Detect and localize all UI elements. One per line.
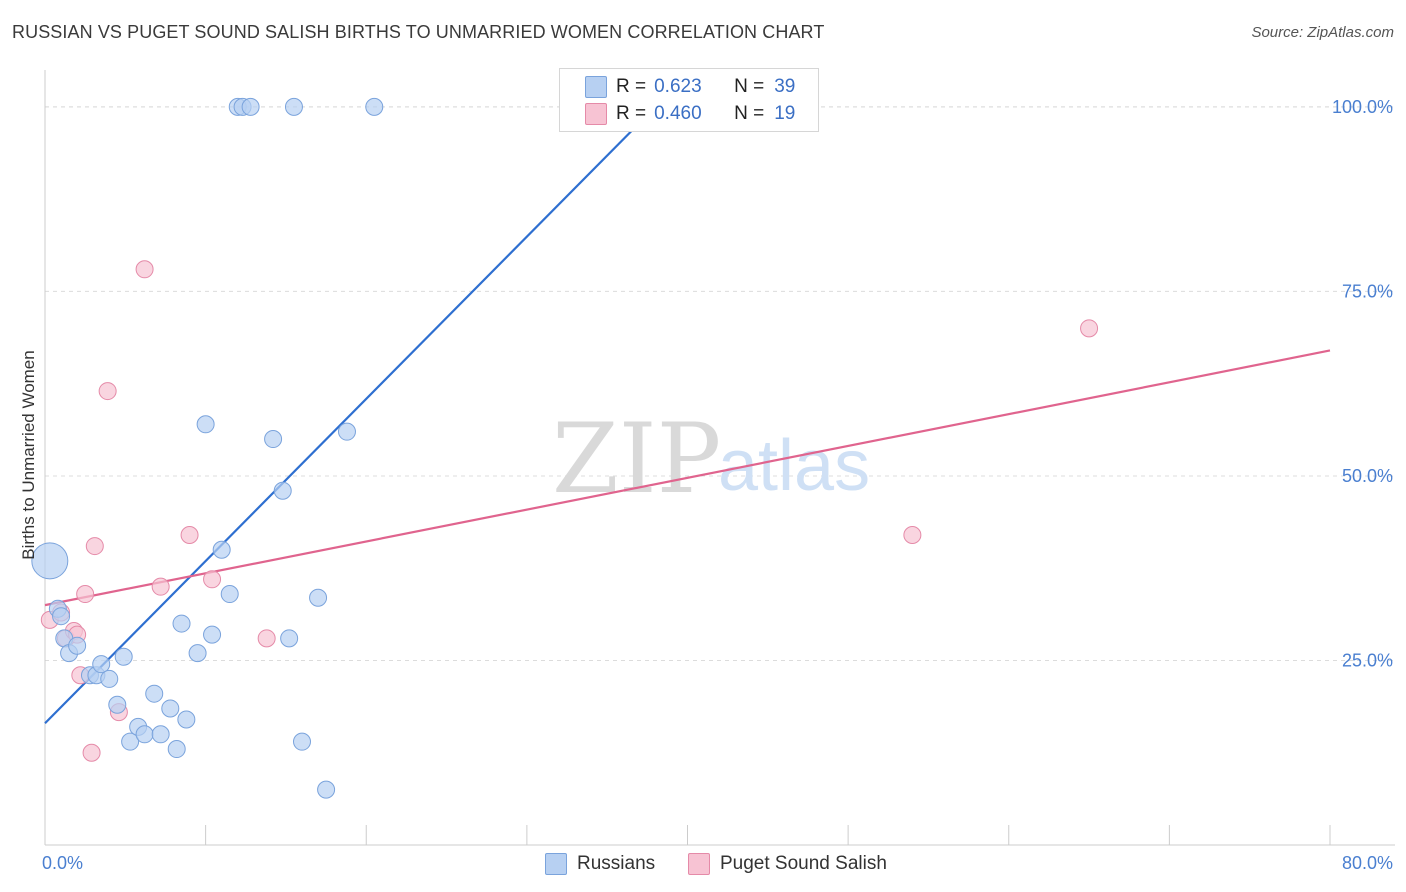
- legend-n-value: 39: [774, 76, 796, 97]
- salish-point: [151, 577, 170, 596]
- russians-point: [284, 97, 303, 116]
- y-tick-label: 50.0%: [1342, 466, 1393, 486]
- russians-point: [293, 732, 311, 751]
- russians-point: [309, 588, 328, 607]
- russians-legend-label: Russians: [577, 853, 656, 874]
- salish-point: [903, 526, 922, 544]
- salish-point: [85, 537, 104, 556]
- legend-r-label: R =: [616, 103, 647, 124]
- russians-point: [151, 725, 170, 744]
- russians-point: [68, 636, 87, 655]
- russians-point: [365, 97, 384, 116]
- source-credit: Source: ZipAtlas.com: [1251, 24, 1394, 41]
- y-axis-label: Births to Unmarried Women: [19, 350, 38, 559]
- axes: [44, 70, 1395, 846]
- russians-point: [337, 422, 356, 441]
- salish-point: [203, 570, 222, 589]
- salish-legend-label: Puget Sound Salish: [720, 853, 887, 874]
- russians-point: [196, 415, 215, 434]
- grid-lines: [45, 106, 1395, 661]
- watermark-atlas: atlas: [718, 426, 870, 506]
- russians-point: [273, 481, 292, 500]
- legend-r-value: 0.460: [654, 103, 702, 124]
- salish-point: [98, 382, 117, 401]
- legend-n-label: N =: [734, 103, 765, 124]
- legend-n-value: 19: [774, 103, 796, 124]
- watermark-zip: ZIP: [552, 403, 721, 515]
- chart-title: RUSSIAN VS PUGET SOUND SALISH BIRTHS TO …: [12, 22, 825, 42]
- salish-point: [76, 585, 95, 604]
- y-tick-label: 100.0%: [1332, 97, 1393, 117]
- russians-point: [135, 725, 154, 744]
- x-tick-label: 80.0%: [1342, 853, 1393, 873]
- russians-point: [145, 684, 164, 703]
- salish-legend-swatch: [688, 853, 710, 875]
- russians-point: [264, 430, 283, 449]
- russians-point: [241, 97, 260, 116]
- russians-point: [317, 780, 336, 799]
- russians-legend-swatch: [545, 853, 567, 875]
- russians-point: [31, 542, 69, 580]
- russians-point: [188, 644, 207, 663]
- y-tick-label: 75.0%: [1342, 281, 1393, 301]
- salish-point: [82, 743, 101, 762]
- salish-swatch: [585, 103, 607, 125]
- russians-point: [280, 629, 299, 648]
- legend-n-label: N =: [734, 76, 765, 97]
- x-tick-label: 0.0%: [42, 853, 83, 873]
- bottom-legend-russians: Russians: [545, 852, 655, 876]
- russians-point: [212, 540, 231, 559]
- salish-point: [1080, 319, 1099, 338]
- russians-point: [108, 695, 127, 714]
- legend-row-salish: R = 0.460 N = 19: [585, 102, 796, 126]
- russians-point: [114, 647, 133, 666]
- trendlines: [44, 106, 1331, 724]
- russians-point: [220, 585, 239, 604]
- russians-point: [121, 732, 140, 751]
- legend-r-value: 0.623: [654, 76, 702, 97]
- salish-trendline: [44, 349, 1331, 607]
- correlation-legend: R = 0.623 N = 39 R = 0.460 N = 19: [559, 68, 819, 132]
- russians-point: [177, 710, 196, 729]
- legend-r-label: R =: [616, 76, 647, 97]
- tick-labels: 25.0% 50.0% 75.0% 100.0% 0.0% 80.0%: [42, 97, 1393, 873]
- russians-point: [203, 625, 222, 644]
- salish-point: [135, 260, 154, 279]
- salish-point: [180, 526, 199, 544]
- russians-point: [161, 699, 180, 718]
- russians-point: [100, 669, 119, 688]
- y-tick-label: 25.0%: [1342, 650, 1393, 670]
- russians-trendline: [44, 106, 657, 724]
- legend-row-russians: R = 0.623 N = 39: [585, 75, 796, 99]
- russians-point: [52, 607, 71, 626]
- russians-point: [167, 740, 186, 759]
- russians-point: [92, 655, 111, 674]
- russians-point: [172, 614, 191, 633]
- russians-swatch: [585, 76, 607, 98]
- data-points: [31, 97, 1099, 799]
- bottom-legend-salish: Puget Sound Salish: [688, 852, 887, 876]
- salish-point: [257, 629, 276, 648]
